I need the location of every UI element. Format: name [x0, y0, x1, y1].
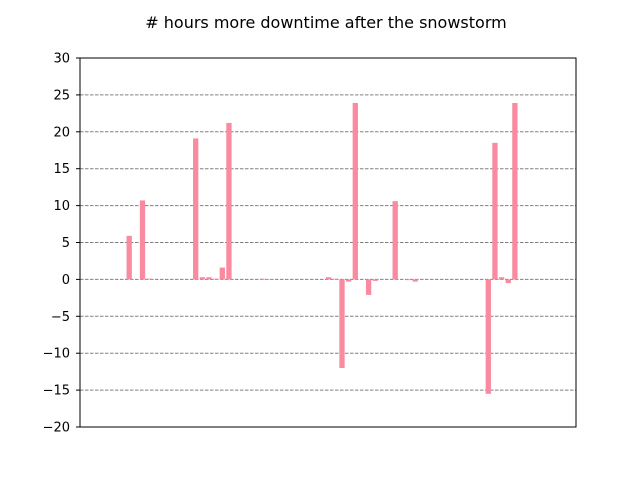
bar — [206, 277, 212, 280]
bar — [505, 279, 511, 284]
bar — [412, 279, 418, 282]
y-tick-label: −10 — [43, 347, 70, 362]
bar — [365, 279, 372, 295]
bar — [193, 138, 199, 280]
bar — [126, 235, 132, 280]
bar — [498, 277, 505, 280]
chart-title: # hours more downtime after the snowstor… — [145, 13, 506, 32]
y-tick-label: 20 — [53, 125, 70, 140]
bar — [199, 277, 205, 280]
bar — [352, 103, 358, 280]
bar — [139, 200, 146, 280]
y-tick-label: 10 — [53, 199, 70, 214]
y-tick-label: 0 — [62, 273, 70, 288]
bar — [346, 279, 352, 282]
y-tick-label: 15 — [53, 162, 70, 177]
bar — [492, 142, 498, 280]
bar — [226, 122, 232, 280]
bar — [485, 279, 491, 394]
bar — [332, 278, 338, 280]
y-tick-label: 5 — [62, 236, 70, 251]
grid-lines — [80, 94, 576, 391]
bar — [339, 279, 345, 368]
bar — [219, 267, 225, 280]
bar — [213, 278, 219, 280]
y-tick-label: −15 — [43, 384, 70, 399]
plot-area-frame — [79, 57, 577, 428]
bars — [126, 103, 518, 394]
bar — [372, 279, 378, 281]
y-tick-label: 25 — [53, 88, 70, 103]
bar — [512, 103, 518, 280]
y-tick-label: −5 — [51, 310, 70, 325]
y-axis-ticks: −20 −15 −10 −5 0 5 10 15 20 25 30 — [43, 52, 80, 436]
bar — [259, 278, 265, 280]
bar — [146, 278, 152, 280]
bar — [405, 279, 412, 281]
y-tick-label: 30 — [53, 52, 70, 67]
bar — [392, 201, 398, 280]
y-tick-label: −20 — [43, 421, 70, 436]
bar — [326, 277, 332, 280]
